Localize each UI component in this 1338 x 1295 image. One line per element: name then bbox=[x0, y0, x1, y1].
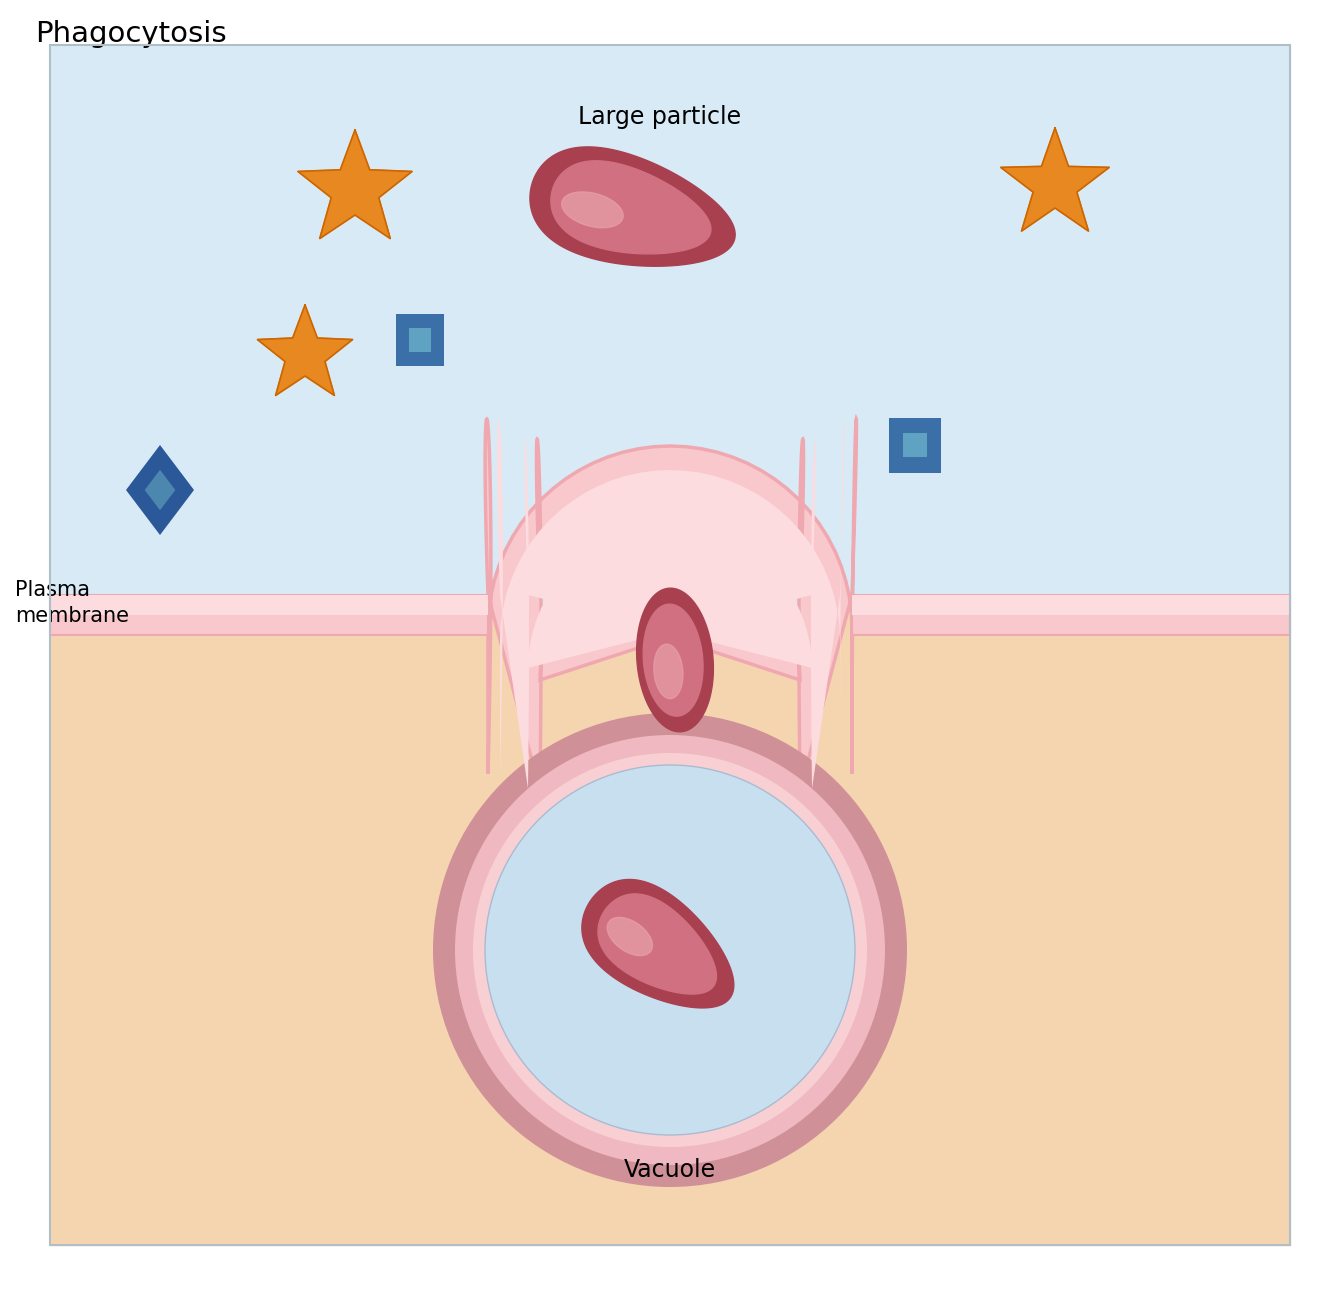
Text: Vacuole: Vacuole bbox=[624, 1158, 716, 1182]
Polygon shape bbox=[298, 130, 412, 238]
Polygon shape bbox=[486, 420, 856, 790]
Polygon shape bbox=[852, 594, 1290, 615]
Polygon shape bbox=[537, 439, 804, 790]
Ellipse shape bbox=[434, 714, 907, 1188]
Polygon shape bbox=[50, 594, 488, 635]
Polygon shape bbox=[126, 445, 194, 535]
Polygon shape bbox=[644, 605, 702, 716]
Polygon shape bbox=[409, 329, 431, 352]
Polygon shape bbox=[257, 306, 352, 395]
Text: Phagocytosis: Phagocytosis bbox=[35, 19, 226, 48]
Polygon shape bbox=[852, 594, 1290, 635]
Polygon shape bbox=[888, 417, 941, 473]
Polygon shape bbox=[654, 644, 682, 699]
Polygon shape bbox=[562, 192, 624, 228]
Polygon shape bbox=[498, 420, 844, 789]
Polygon shape bbox=[598, 894, 716, 995]
Ellipse shape bbox=[455, 736, 884, 1166]
Ellipse shape bbox=[484, 765, 855, 1134]
Text: Plasma
membrane: Plasma membrane bbox=[15, 580, 128, 627]
Polygon shape bbox=[50, 594, 488, 615]
Polygon shape bbox=[396, 313, 444, 366]
Polygon shape bbox=[607, 917, 653, 956]
Polygon shape bbox=[637, 588, 713, 732]
Polygon shape bbox=[1001, 128, 1109, 231]
Polygon shape bbox=[530, 146, 735, 267]
Polygon shape bbox=[551, 161, 710, 254]
Polygon shape bbox=[145, 470, 175, 510]
Text: Large particle: Large particle bbox=[578, 105, 741, 130]
Polygon shape bbox=[582, 879, 733, 1008]
Polygon shape bbox=[903, 433, 927, 457]
Ellipse shape bbox=[474, 752, 867, 1147]
